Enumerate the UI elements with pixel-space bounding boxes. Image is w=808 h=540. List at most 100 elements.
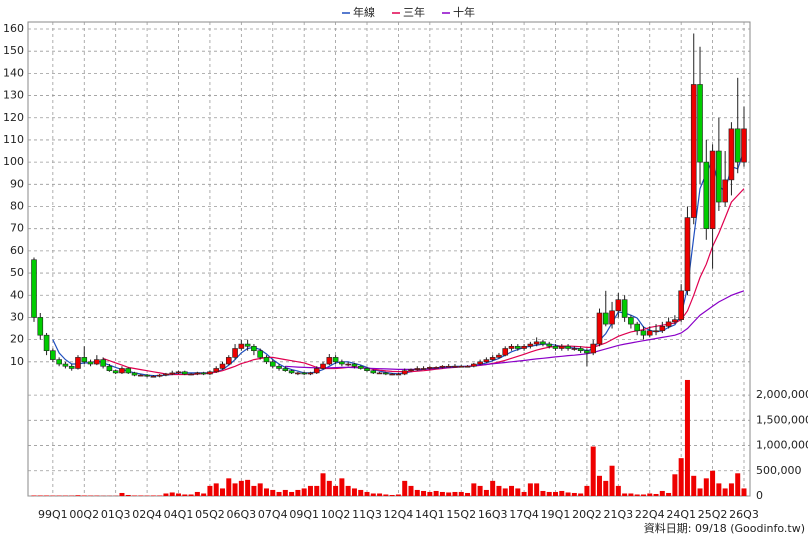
candle-body	[684, 217, 691, 292]
candle-body	[194, 372, 201, 375]
volume-bar	[584, 485, 590, 496]
candle-body	[496, 354, 502, 358]
x-tick-label: 01Q3	[101, 508, 131, 521]
candle-body	[615, 299, 622, 312]
candle-body	[50, 350, 56, 360]
candle-body	[244, 343, 251, 347]
candle-body	[489, 357, 496, 360]
x-tick-label: 04Q1	[164, 508, 194, 521]
candle-body	[37, 317, 44, 336]
volume-bar	[301, 488, 307, 496]
volume-bar	[389, 494, 395, 496]
candle-body	[81, 357, 88, 363]
candle-body	[87, 361, 94, 365]
volume-bar	[534, 483, 540, 496]
candle-body	[307, 372, 314, 375]
candle-body	[709, 150, 716, 229]
volume-bar	[502, 488, 508, 496]
volume-bar	[402, 480, 408, 496]
volume-bar	[169, 492, 175, 496]
y-tick-label: 20	[10, 333, 24, 346]
x-tick-label: 99Q1	[38, 508, 68, 521]
volume-bar	[282, 489, 288, 496]
candle-body	[326, 357, 333, 365]
y2-tick-label: 1,000,000	[756, 439, 808, 452]
candle-body	[276, 365, 282, 369]
candle-body	[188, 373, 194, 376]
candle-body	[533, 341, 540, 345]
candle-body	[351, 363, 358, 367]
x-tick-label: 00Q2	[69, 508, 99, 521]
volume-bar	[326, 480, 332, 496]
candle-body	[464, 365, 471, 368]
volume-bar	[257, 483, 263, 496]
candle-body	[68, 365, 75, 369]
candle-body	[364, 368, 370, 371]
x-tick-label: 20Q2	[572, 508, 602, 521]
candle-body	[565, 345, 571, 349]
candle-body	[678, 290, 684, 320]
volume-bar	[640, 494, 646, 496]
candle-body	[213, 368, 220, 373]
volume-bar	[314, 485, 320, 496]
volume-bar	[245, 479, 251, 496]
volume-bar	[609, 465, 615, 496]
candle-body	[31, 259, 37, 318]
candle-body	[56, 359, 62, 365]
volume-bar	[684, 379, 690, 496]
candle-body	[232, 348, 238, 358]
volume-bar	[408, 485, 414, 496]
candle-body	[357, 365, 364, 369]
candle-body	[741, 128, 747, 163]
candle-body	[395, 373, 402, 376]
candle-body	[389, 373, 395, 376]
volume-bar	[427, 491, 433, 496]
volume-bar	[150, 495, 156, 496]
candle-body	[483, 359, 490, 363]
candle-body	[527, 343, 534, 347]
volume-bar	[521, 491, 527, 496]
x-tick-label: 22Q4	[635, 508, 665, 521]
x-tick-label: 19Q1	[541, 508, 571, 521]
volume-bar	[125, 494, 131, 496]
volume-bar	[270, 489, 276, 496]
volume-bar	[527, 483, 533, 496]
volume-bar	[439, 491, 445, 496]
volume-bar	[414, 489, 420, 496]
y-tick-label: 140	[3, 66, 24, 79]
candle-body	[628, 317, 634, 325]
candle-body	[345, 363, 351, 366]
volume-bar	[728, 483, 734, 496]
candle-body	[728, 128, 735, 181]
candle-body	[508, 345, 515, 349]
candle-body	[175, 371, 182, 374]
candle-body	[150, 375, 157, 378]
candle-body	[697, 84, 703, 163]
volume-bar	[578, 493, 584, 496]
legend-label: 三年	[403, 5, 425, 19]
volume-bar	[458, 491, 464, 496]
volume-bar	[307, 485, 313, 496]
volume-bar	[559, 490, 565, 496]
volume-bar	[622, 493, 628, 496]
volume-bar	[722, 488, 728, 496]
volume-bar	[647, 493, 653, 496]
volume-bar	[496, 485, 502, 496]
x-tick-label: 24Q1	[666, 508, 696, 521]
x-tick-label: 16Q3	[478, 508, 508, 521]
candle-body	[734, 128, 741, 163]
candle-body	[207, 371, 213, 375]
candle-body	[383, 372, 389, 375]
volume-bar	[452, 491, 458, 496]
candle-body	[370, 370, 377, 374]
y-tick-label: 90	[10, 177, 24, 190]
volume-bar	[157, 495, 163, 496]
volume-bar	[364, 491, 370, 496]
volume-bar	[433, 490, 439, 496]
y-tick-label: 10	[10, 355, 24, 368]
volume-bar	[31, 495, 37, 496]
volume-bar	[477, 485, 483, 496]
y2-tick-label: 500,000	[756, 464, 802, 477]
source-note: 資料日期: 09/18 (Goodinfo.tw)	[644, 521, 805, 535]
volume-bar	[194, 491, 200, 496]
